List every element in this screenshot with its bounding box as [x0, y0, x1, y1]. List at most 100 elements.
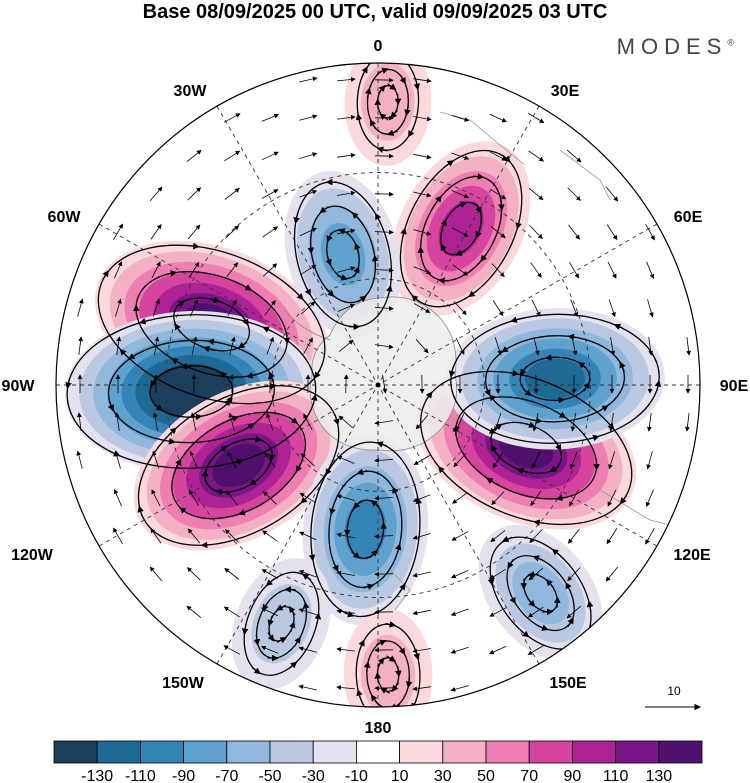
wind-arrow — [468, 290, 478, 298]
wind-arrow — [608, 451, 616, 470]
streamline — [310, 441, 421, 618]
wind-arrow — [387, 83, 397, 91]
streamline-group — [293, 178, 393, 331]
wind-arrow — [227, 299, 237, 317]
wind-arrow — [566, 605, 582, 619]
wind-arrow — [376, 146, 388, 154]
wind-arrow — [226, 395, 233, 406]
wind-arrow — [455, 413, 465, 431]
wind-arrow — [374, 191, 394, 197]
streamline — [455, 396, 598, 500]
wind-arrow — [553, 396, 566, 404]
wind-arrow — [343, 525, 351, 537]
streamline-group — [97, 242, 326, 407]
wind-arrow — [599, 405, 609, 412]
wind-arrow — [388, 53, 398, 56]
lon-label-150e: 150E — [549, 675, 587, 692]
wind-arrow — [520, 630, 530, 638]
wind-arrow — [568, 224, 580, 240]
streamline-group — [399, 149, 523, 308]
wind-arrow — [578, 361, 588, 369]
reference-vector: 10 — [645, 684, 702, 711]
wind-arrow — [363, 583, 375, 590]
wind-arrow — [374, 229, 394, 235]
wind-arrow — [377, 657, 385, 667]
wind-arrow — [299, 531, 317, 541]
wind-arrow — [241, 624, 249, 636]
wind-arrow — [451, 152, 470, 160]
wind-arrow — [150, 527, 162, 544]
streamline — [66, 314, 317, 469]
wind-arrow — [583, 381, 590, 392]
wind-arrow — [374, 671, 382, 684]
wind-arrow — [411, 699, 418, 707]
wind-arrow — [411, 294, 420, 303]
wind-arrow — [336, 77, 356, 82]
wind-arrow — [365, 87, 372, 99]
wind-arrow — [619, 495, 628, 505]
wind-arrow — [187, 567, 201, 581]
wind-arrow — [314, 369, 321, 379]
wind-arrow — [606, 528, 618, 545]
streamline — [328, 470, 403, 589]
latitude-circle — [165, 172, 591, 598]
wind-arrow — [522, 388, 532, 396]
wind-arrow — [361, 66, 368, 77]
wind-arrow — [605, 186, 619, 202]
wind-arrow — [355, 113, 363, 125]
wind-arrow — [267, 632, 275, 642]
wind-arrow — [201, 469, 209, 481]
wind-arrow — [370, 694, 378, 704]
wind-arrow — [570, 413, 577, 432]
wind-arrow — [228, 415, 239, 422]
wind-arrow — [215, 488, 227, 496]
wind-arrow — [225, 225, 240, 239]
wind-arrow — [489, 151, 507, 161]
wind-arrow — [413, 78, 432, 84]
wind-arrow — [569, 451, 578, 470]
wind-arrow — [337, 303, 356, 312]
wind-arrow — [261, 569, 278, 579]
wind-arrow — [529, 225, 543, 240]
wind-arrow — [380, 687, 390, 694]
wind-arrow — [338, 228, 349, 235]
wind-arrow — [533, 519, 545, 526]
latitude-circle — [271, 278, 485, 492]
wind-arrow — [425, 391, 433, 401]
wind-arrow — [107, 401, 114, 412]
wind-arrow — [187, 528, 201, 544]
wind-arrow — [187, 224, 201, 240]
colorbar-tick-label: 90 — [564, 768, 582, 783]
streamline-group — [241, 571, 322, 676]
colorbar-tick-label: -50 — [258, 768, 281, 783]
wind-arrow — [417, 246, 425, 258]
wind-arrow — [528, 150, 545, 162]
wind-arrow — [268, 450, 276, 462]
wind-arrow — [262, 326, 273, 333]
wind-arrow — [369, 549, 378, 559]
wind-arrow — [300, 495, 309, 504]
wind-arrow — [452, 264, 468, 276]
wind-arrow — [527, 606, 544, 618]
streamline — [450, 313, 660, 444]
wind-arrow — [412, 648, 431, 654]
wind-arrow — [262, 189, 279, 199]
wind-arrow — [386, 284, 393, 296]
wind-arrow — [375, 212, 382, 223]
wind-arrow — [311, 393, 318, 405]
wind-arrow — [284, 586, 296, 593]
wind-arrow — [343, 374, 349, 394]
wind-arrow — [358, 639, 365, 650]
lon-label-60w: 60W — [48, 209, 82, 226]
wind-arrow — [489, 645, 507, 655]
wind-arrow — [153, 403, 163, 412]
wind-arrow — [188, 261, 200, 278]
wind-arrow — [537, 624, 549, 631]
wind-arrow — [265, 578, 275, 587]
wind-arrow — [299, 152, 318, 159]
wind-arrow — [608, 299, 616, 318]
wind-arrow — [186, 605, 202, 619]
wind-arrow — [378, 67, 389, 74]
wind-arrow — [114, 412, 120, 431]
streamline — [366, 68, 409, 135]
